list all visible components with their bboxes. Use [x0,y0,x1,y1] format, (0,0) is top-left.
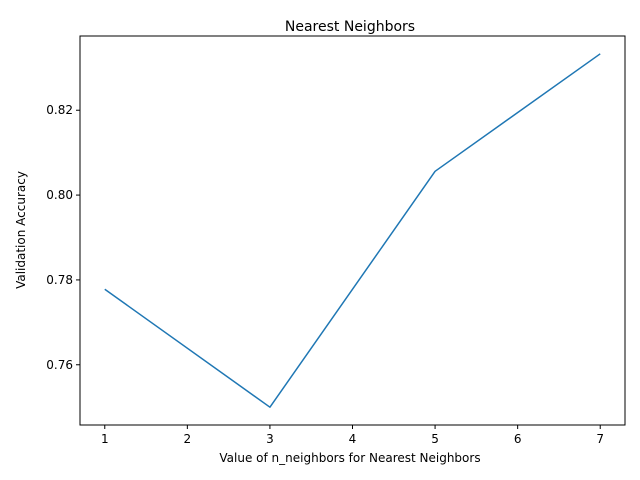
x-tick-label: 3 [266,432,274,446]
y-tick-label: 0.76 [46,358,73,372]
series-line-0 [104,53,601,408]
y-tick-label: 0.78 [46,273,73,287]
x-tick-label: 4 [349,432,357,446]
plot-area [104,53,601,408]
chart-title: Nearest Neighbors [285,19,415,35]
x-axis-label: Value of n_neighbors for Nearest Neighbo… [219,451,480,465]
x-tick-label: 2 [184,432,192,446]
x-axis: 1 2 3 4 5 6 7 [101,425,604,446]
x-tick-label: 7 [596,432,604,446]
x-tick-label: 1 [101,432,109,446]
x-tick-label: 6 [514,432,522,446]
x-tick-label: 5 [431,432,439,446]
y-tick-label: 0.80 [46,188,73,202]
y-axis-label: Validation Accuracy [14,171,28,289]
y-axis: 0.76 0.78 0.80 0.82 [46,103,80,372]
y-tick-label: 0.82 [46,103,73,117]
